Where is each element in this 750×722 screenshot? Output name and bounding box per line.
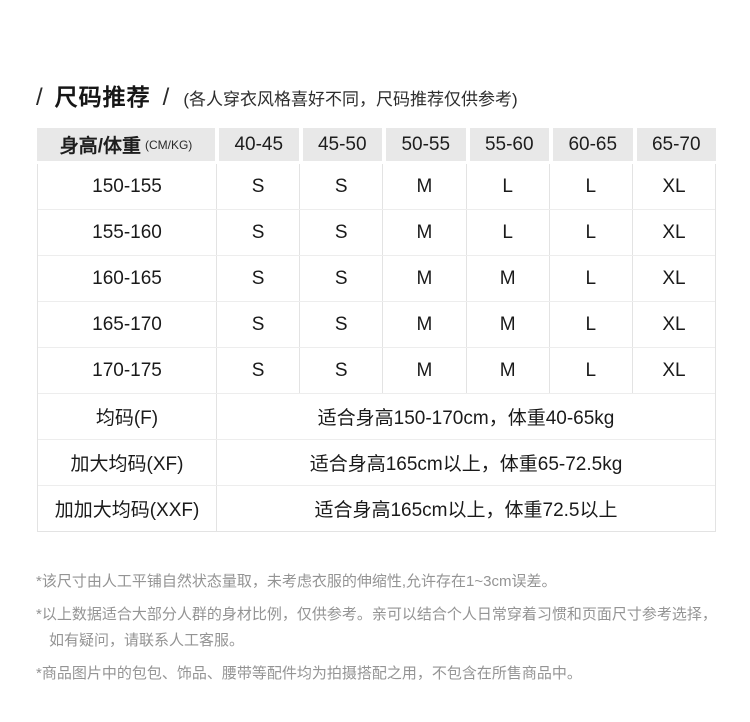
- page-title-text: 尺码推荐: [54, 84, 151, 110]
- table-row: 155-160 S S M L L XL: [38, 209, 715, 255]
- size-cell: M: [465, 302, 549, 347]
- size-cell: M: [465, 348, 549, 393]
- height-range-cell: 165-170: [92, 313, 162, 335]
- size-cell: S: [299, 210, 382, 255]
- size-cell: L: [548, 302, 632, 347]
- header-height-weight-unit: (CM/KG): [144, 137, 193, 152]
- height-range-cell: 155-160: [92, 221, 162, 243]
- size-cell: S: [299, 256, 382, 301]
- size-cell: M: [382, 164, 465, 209]
- size-cell: S: [216, 210, 299, 255]
- header-cell-weight-range: 45-50: [302, 128, 382, 161]
- size-table-header: 身高/体重 (CM/KG) 40-45 45-50 50-55 55-60 60…: [37, 128, 716, 161]
- title-slash-left: /: [36, 84, 43, 111]
- size-cell: S: [216, 164, 299, 209]
- table-row: 160-165 S S M M L XL: [38, 255, 715, 301]
- header-cell-weight-range: 50-55: [386, 128, 466, 161]
- footnote-measurement: *该尺寸由人工平铺自然状态量取，未考虑衣服的伸缩性,允许存在1~3cm误差。: [36, 573, 557, 590]
- header-cell-weight-range: 55-60: [469, 128, 549, 161]
- title-slash-right: /: [162, 84, 170, 111]
- height-range-cell: 170-175: [92, 359, 162, 381]
- table-row-one-size: 均码(F) 适合身高150-170cm，体重40-65kg: [38, 393, 715, 439]
- header-cell-height-weight: 身高/体重 (CM/KG): [37, 128, 215, 161]
- height-range-cell: 160-165: [92, 267, 162, 289]
- size-cell: S: [216, 348, 299, 393]
- size-cell: L: [548, 348, 632, 393]
- table-row-one-size: 加大均码(XF) 适合身高165cm以上，体重65-72.5kg: [38, 439, 715, 485]
- size-cell: L: [548, 210, 632, 255]
- page-subtitle: (各人穿衣风格喜好不同，尺码推荐仅供参考): [183, 90, 518, 109]
- footnote-reference: *以上数据适合大部分人群的身材比例，仅供参考。亲可以结合个人日常穿着习惯和页面尺…: [36, 606, 717, 649]
- size-cell: XL: [631, 210, 715, 255]
- size-cell: M: [465, 256, 549, 301]
- one-size-label-cell: 加大均码(XF): [70, 454, 184, 475]
- one-size-label-cell: 均码(F): [95, 408, 159, 429]
- size-cell: M: [382, 302, 465, 347]
- table-row-one-size: 加加大均码(XXF) 适合身高165cm以上，体重72.5以上: [38, 485, 715, 531]
- size-cell: L: [548, 256, 632, 301]
- size-cell: S: [299, 164, 382, 209]
- page-title: / 尺码推荐 / (各人穿衣风格喜好不同，尺码推荐仅供参考): [36, 78, 518, 112]
- header-cell-weight-range: 65-70: [636, 128, 716, 161]
- table-row: 170-175 S S M M L XL: [38, 347, 715, 393]
- size-table: 身高/体重 (CM/KG) 40-45 45-50 50-55 55-60 60…: [37, 128, 716, 532]
- header-height-weight-label: 身高/体重: [59, 136, 141, 157]
- one-size-label-cell: 加加大均码(XXF): [54, 500, 200, 521]
- size-cell: S: [299, 348, 382, 393]
- size-cell: M: [382, 210, 465, 255]
- size-cell: L: [465, 210, 549, 255]
- size-cell: S: [216, 256, 299, 301]
- header-cell-weight-range: 40-45: [219, 128, 299, 161]
- size-cell: M: [382, 256, 465, 301]
- size-cell: M: [382, 348, 465, 393]
- size-cell: XL: [631, 302, 715, 347]
- size-cell: S: [299, 302, 382, 347]
- size-cell: XL: [631, 256, 715, 301]
- one-size-description-cell: 适合身高165cm以上，体重65-72.5kg: [216, 440, 715, 485]
- table-row: 165-170 S S M M L XL: [38, 301, 715, 347]
- size-cell: L: [465, 164, 549, 209]
- footnotes: *该尺寸由人工平铺自然状态量取，未考虑衣服的伸缩性,允许存在1~3cm误差。 *…: [36, 569, 728, 694]
- size-cell: S: [216, 302, 299, 347]
- one-size-description-cell: 适合身高150-170cm，体重40-65kg: [216, 394, 715, 439]
- header-cell-weight-range: 60-65: [553, 128, 633, 161]
- size-cell: XL: [631, 164, 715, 209]
- size-cell: L: [548, 164, 632, 209]
- size-cell: XL: [631, 348, 715, 393]
- footnote-accessories: *商品图片中的包包、饰品、腰带等配件均为拍摄搭配之用，不包含在所售商品中。: [36, 665, 582, 682]
- size-table-body: 150-155 S S M L L XL 155-160 S S M L L X…: [37, 164, 716, 532]
- height-range-cell: 150-155: [92, 175, 162, 197]
- table-row: 150-155 S S M L L XL: [38, 164, 715, 209]
- one-size-description-cell: 适合身高165cm以上，体重72.5以上: [216, 486, 715, 531]
